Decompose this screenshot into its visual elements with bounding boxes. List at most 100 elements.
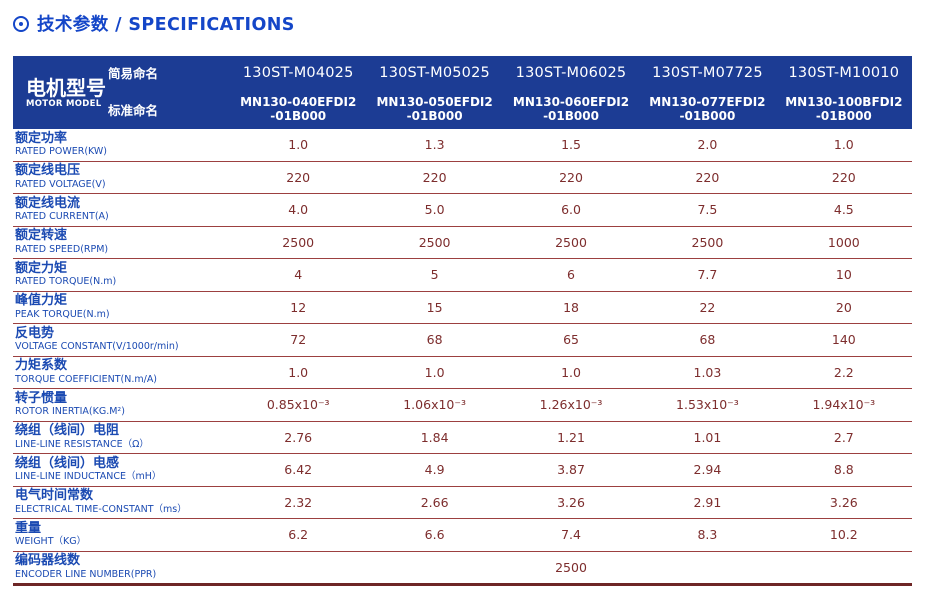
section-title-bar: 技术参数 / SPECIFICATIONS [13,11,932,36]
cell-value: 1.0 [288,137,309,153]
simple-model-name: 130ST-M06025 [515,64,627,81]
cell-value: 2500 [282,234,315,250]
row-label-zh: 电气时间常数 [15,488,94,504]
cell-value: 5.0 [424,202,445,218]
table-row: 转子惯量 ROTOR INERTIA(KG.M²) 0.85x10⁻³ 1.06x10… [13,389,912,422]
motor-model-title-zh: 电机型号 [26,75,106,100]
cell-value: 0.85x10⁻³ [266,397,330,413]
table-row: 峰值力矩 PEAK TORQUE(N.m) 12 15 18 22 20 [13,292,912,324]
standard-model-name-line1: MN130-050EFDI2 [376,94,493,109]
cell-value: 6 [567,267,575,283]
table-row: 绕组（线间）电感 LINE-LINE INDUCTANCE（mH） 6.42 4.9 3… [13,454,912,487]
row-label-zh: 反电势 [15,325,55,341]
cell-value: 220 [422,169,447,185]
cell-value: 4.0 [288,202,309,218]
row-label-en: RATED SPEED(RPM) [15,243,109,255]
cell-value: 22 [699,299,716,315]
row-label-en: RATED TORQUE(N.m) [15,276,117,288]
cell-value: 10.2 [829,527,858,543]
simple-model-name: 130ST-M05025 [379,64,490,81]
cell-value: 68 [699,332,716,348]
row-label-en: ROTOR INERTIA(KG.M²) [15,406,125,418]
cell-value: 15 [426,299,443,315]
cell-value: 2.76 [284,429,313,445]
cell-value: 3.87 [557,462,585,478]
cell-value: 1.0 [288,364,309,380]
cell-value: 1.5 [561,137,581,153]
standard-model-name-line1: MN130-100BFDI2 [785,94,903,109]
cell-value: 2.32 [284,494,313,510]
cell-value: 220 [286,169,311,185]
table-row: 额定功率 RATED POWER(KW) 1.0 1.3 1.5 2.0 1.0 [13,129,912,162]
cell-value: 4 [294,267,303,283]
standard-model-name: MN130-040EFDI2 -01B000 [230,89,366,129]
table-row: 反电势 VOLTAGE CONSTANT(V/1000r/min) 72 68 65 68… [13,324,912,357]
row-label-zh: 额定力矩 [15,260,68,276]
table-row: 额定力矩 RATED TORQUE(N.m) 4 5 6 7.7 10 [13,259,912,292]
cell-value: 6.42 [284,462,313,478]
table-row: 力矩系数 TORQUE COEFFICIENT(N.m/A) 1.0 1.0 1.0 1.… [13,357,912,389]
cell-value: 1.01 [693,429,722,445]
standard-model-name-line2: -01B000 [679,109,736,123]
motor-model-title-en: MOTOR MODEL [26,98,102,109]
row-label: 反电势 VOLTAGE CONSTANT(V/1000r/min) [13,324,230,356]
standard-model-name-line1: MN130-060EFDI2 [512,94,630,109]
row-label-zh: 额定线电压 [15,163,81,179]
cell-value: 220 [831,169,856,185]
cell-value: 6.2 [288,527,309,543]
row-label: 转子惯量 ROTOR INERTIA(KG.M²) [13,389,230,421]
specifications-table: 电机型号 MOTOR MODEL 简易命名 标准命名 130ST-M04025 M… [13,56,912,586]
row-label-en: ENCODER LINE NUMBER(PPR) [15,568,157,580]
row-label: 额定线电流 RATED CURRENT(A) [13,194,230,226]
cell-value: 220 [559,169,583,185]
cell-value: 2.7 [833,429,854,445]
row-label: 力矩系数 TORQUE COEFFICIENT(N.m/A) [13,357,230,389]
row-label-zh: 峰值力矩 [15,293,68,309]
cell-value: 5 [430,267,439,283]
cell-value: 220 [695,169,720,185]
table-row: 编码器线数 ENCODER LINE NUMBER(PPR) 2500 [13,552,912,584]
table-row: 额定转速 RATED SPEED(RPM) 2500 2500 2500 2500 1000 [13,227,912,259]
cell-value: 6.0 [561,202,581,218]
row-label-zh: 转子惯量 [15,390,68,406]
standard-model-name: MN130-100BFDI2 -01B000 [776,89,912,129]
row-label-en: ELECTRICAL TIME-CONSTANT（ms） [15,503,187,515]
cell-value: 1.0 [833,137,854,153]
cell-value: 2500 [691,234,724,250]
cell-value: 3.26 [557,494,585,510]
model-column-header: 130ST-M04025 MN130-040EFDI2 -01B000 [230,56,366,129]
cell-value: 3.26 [829,494,858,510]
row-label: 绕组（线间）电阻 LINE-LINE RESISTANCE（Ω） [13,422,230,454]
cell-value: 8.3 [697,527,718,543]
cell-value: 2.91 [693,494,722,510]
simple-naming-label: 简易命名 [108,66,159,81]
cell-value: 6.6 [424,527,445,543]
row-label-en: RATED POWER(KW) [15,146,108,158]
cell-value-spanning: 2500 [555,559,587,575]
row-label-en: VOLTAGE CONSTANT(V/1000r/min) [15,341,179,353]
cell-value: 2.2 [833,364,854,380]
cell-value: 72 [290,332,307,348]
standard-model-name-line2: -01B000 [543,109,599,123]
row-label: 峰值力矩 PEAK TORQUE(N.m) [13,292,230,324]
row-label: 额定线电压 RATED VOLTAGE(V) [13,162,230,194]
row-label: 重量 WEIGHT（KG） [13,519,230,551]
cell-value: 1.0 [424,364,445,380]
page-title: 技术参数 / SPECIFICATIONS [37,15,295,35]
circle-dot-icon [13,15,29,32]
row-label-zh: 额定线电流 [15,195,81,211]
row-label-en: WEIGHT（KG） [15,536,87,548]
cell-value: 68 [426,332,443,348]
row-label-zh: 额定功率 [15,130,68,146]
row-label-zh: 力矩系数 [15,358,68,374]
row-label: 额定力矩 RATED TORQUE(N.m) [13,259,230,291]
standard-naming-label: 标准命名 [108,102,159,118]
cell-value: 20 [835,299,852,315]
row-label-en: PEAK TORQUE(N.m) [15,308,110,320]
standard-model-name-line2: -01B000 [406,109,463,123]
table-row: 额定线电流 RATED CURRENT(A) 4.0 5.0 6.0 7.5 4.5 [13,194,912,227]
cell-value: 7.5 [697,202,718,218]
cell-value: 1.3 [424,137,445,153]
motor-model-header: 电机型号 MOTOR MODEL [13,56,106,129]
cell-value: 1.0 [561,364,581,380]
